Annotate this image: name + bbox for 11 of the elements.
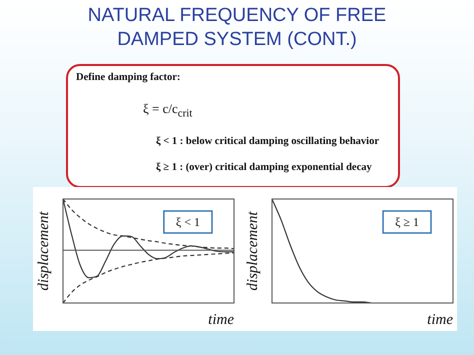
y-axis-title: displacement xyxy=(36,210,52,291)
x-axis-title: time xyxy=(427,312,454,328)
text: ξ < 1 : below critical damping oscillating behavior xyxy=(156,136,379,147)
x-axis-title: time xyxy=(208,312,234,328)
text: ξ = c/c$_{crit}$ xyxy=(143,101,192,120)
annotation: ξ ≥ 1 xyxy=(395,215,419,230)
annotation: ξ < 1 xyxy=(176,215,200,230)
text: ξ ≥ 1 : (over) critical damping exponential decay xyxy=(156,162,372,173)
y-axis-title: displacement xyxy=(244,210,261,291)
text: NATURAL FREQUENCY OF FREE DAMPED SYSTEM (CONT.) xyxy=(86,4,388,52)
text: Define damping factor: xyxy=(76,72,180,83)
